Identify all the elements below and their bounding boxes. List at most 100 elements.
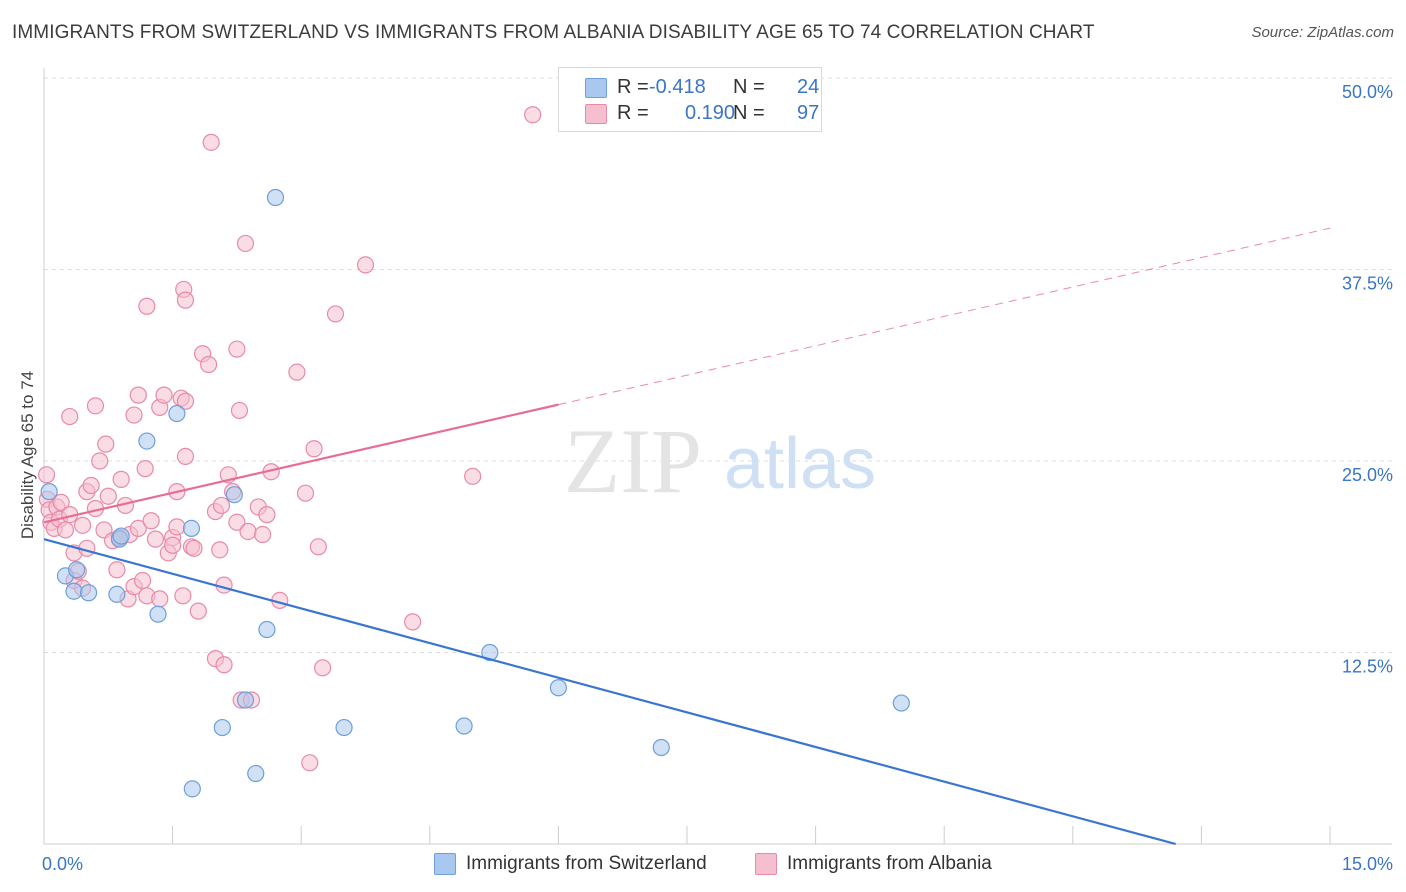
point-albania (189, 602, 207, 620)
point-albania (37, 466, 56, 484)
point-albania (326, 305, 345, 323)
point-albania (129, 519, 147, 538)
series-swatch-switzerland (434, 853, 456, 875)
point-albania (176, 291, 195, 309)
data-points (37, 106, 910, 798)
point-albania (200, 355, 218, 374)
legend-n-value-switzerland: 24 (797, 75, 820, 98)
point-switzerland (225, 486, 243, 504)
point-albania (524, 106, 542, 124)
point-switzerland (40, 483, 58, 501)
point-albania (129, 386, 147, 404)
point-albania (202, 133, 220, 151)
point-albania (305, 440, 323, 458)
legend-n-label: N = (733, 75, 765, 98)
point-albania (136, 460, 154, 478)
point-albania (133, 571, 152, 590)
point-albania (301, 754, 319, 772)
point-switzerland (149, 605, 167, 623)
point-albania (138, 297, 156, 315)
point-albania (228, 513, 246, 531)
point-switzerland (65, 582, 83, 600)
point-albania (464, 467, 482, 485)
point-albania (142, 512, 160, 530)
point-albania (125, 406, 143, 424)
point-albania (82, 476, 100, 495)
y-axis-label: Disability Age 65 to 74 (18, 371, 37, 539)
point-albania (176, 447, 195, 466)
point-albania (155, 386, 173, 404)
legend-swatch-albania (585, 104, 607, 124)
point-switzerland (335, 718, 353, 737)
point-switzerland (79, 584, 98, 602)
point-albania (56, 521, 75, 539)
y-tick-label: 50.0% (1342, 82, 1393, 102)
point-albania (108, 561, 126, 579)
point-albania (404, 613, 422, 631)
point-albania (185, 539, 203, 557)
point-albania (288, 363, 306, 381)
trend-lines (43, 227, 1331, 846)
point-switzerland (108, 585, 126, 603)
watermark-zip: ZIP (564, 410, 702, 512)
legend-n-label: N = (733, 101, 765, 124)
y-tick-label: 37.5% (1342, 274, 1393, 294)
point-albania (296, 484, 315, 502)
point-switzerland (112, 527, 130, 545)
x-tick-label: 15.0% (1342, 854, 1393, 874)
series-legend-albania: Immigrants from Albania (755, 852, 992, 876)
point-albania (86, 397, 105, 415)
point-switzerland (892, 694, 910, 712)
point-albania (239, 522, 257, 541)
x-tick-label: 0.0% (42, 854, 83, 874)
point-albania (146, 530, 165, 548)
point-switzerland (182, 519, 201, 538)
point-albania (164, 536, 182, 554)
source-label: Source: ZipAtlas.com (1251, 24, 1394, 41)
point-albania (168, 518, 186, 536)
point-albania (236, 234, 255, 253)
trend-line-albania-projection (558, 227, 1331, 406)
point-albania (230, 401, 249, 420)
point-switzerland (183, 780, 201, 798)
point-switzerland (138, 432, 156, 450)
point-albania (97, 435, 115, 453)
point-switzerland (213, 718, 231, 737)
trend-line-albania (43, 403, 559, 524)
point-albania (91, 452, 109, 470)
point-switzerland (168, 404, 186, 423)
point-albania (254, 525, 272, 544)
series-legend-switzerland: Immigrants from Switzerland (434, 852, 707, 876)
point-albania (176, 392, 195, 410)
point-albania (73, 516, 92, 534)
point-switzerland (236, 691, 255, 709)
point-albania (151, 590, 169, 608)
point-albania (174, 587, 192, 605)
point-albania (258, 506, 276, 524)
point-albania (228, 340, 246, 358)
series-name-albania: Immigrants from Albania (787, 853, 992, 874)
legend-r-value-switzerland: -0.418 (649, 75, 706, 98)
series-swatch-albania (755, 853, 777, 875)
correlation-legend: R = -0.418 N = 24 R = 0.190 N = 97 (558, 67, 822, 132)
watermark: ZIP atlas (564, 410, 876, 512)
trend-line-switzerland (43, 538, 1176, 846)
point-albania (215, 656, 233, 674)
legend-r-label: R = (617, 75, 649, 98)
point-albania (356, 256, 375, 274)
point-albania (52, 493, 70, 511)
legend-r-label: R = (617, 101, 649, 124)
point-albania (314, 659, 332, 677)
point-switzerland (67, 561, 86, 579)
point-switzerland (258, 620, 276, 639)
point-switzerland (652, 738, 670, 757)
y-tick-label: 25.0% (1342, 465, 1393, 485)
legend-r-value-albania: 0.190 (685, 101, 736, 124)
point-albania (212, 496, 231, 515)
chart-title: IMMIGRANTS FROM SWITZERLAND VS IMMIGRANT… (12, 22, 1095, 43)
series-name-switzerland: Immigrants from Switzerland (466, 853, 707, 874)
point-albania (309, 538, 327, 556)
y-tick-label: 12.5% (1342, 657, 1393, 677)
gridlines: 12.5% 25.0% 37.5% 50.0% (44, 77, 1393, 677)
